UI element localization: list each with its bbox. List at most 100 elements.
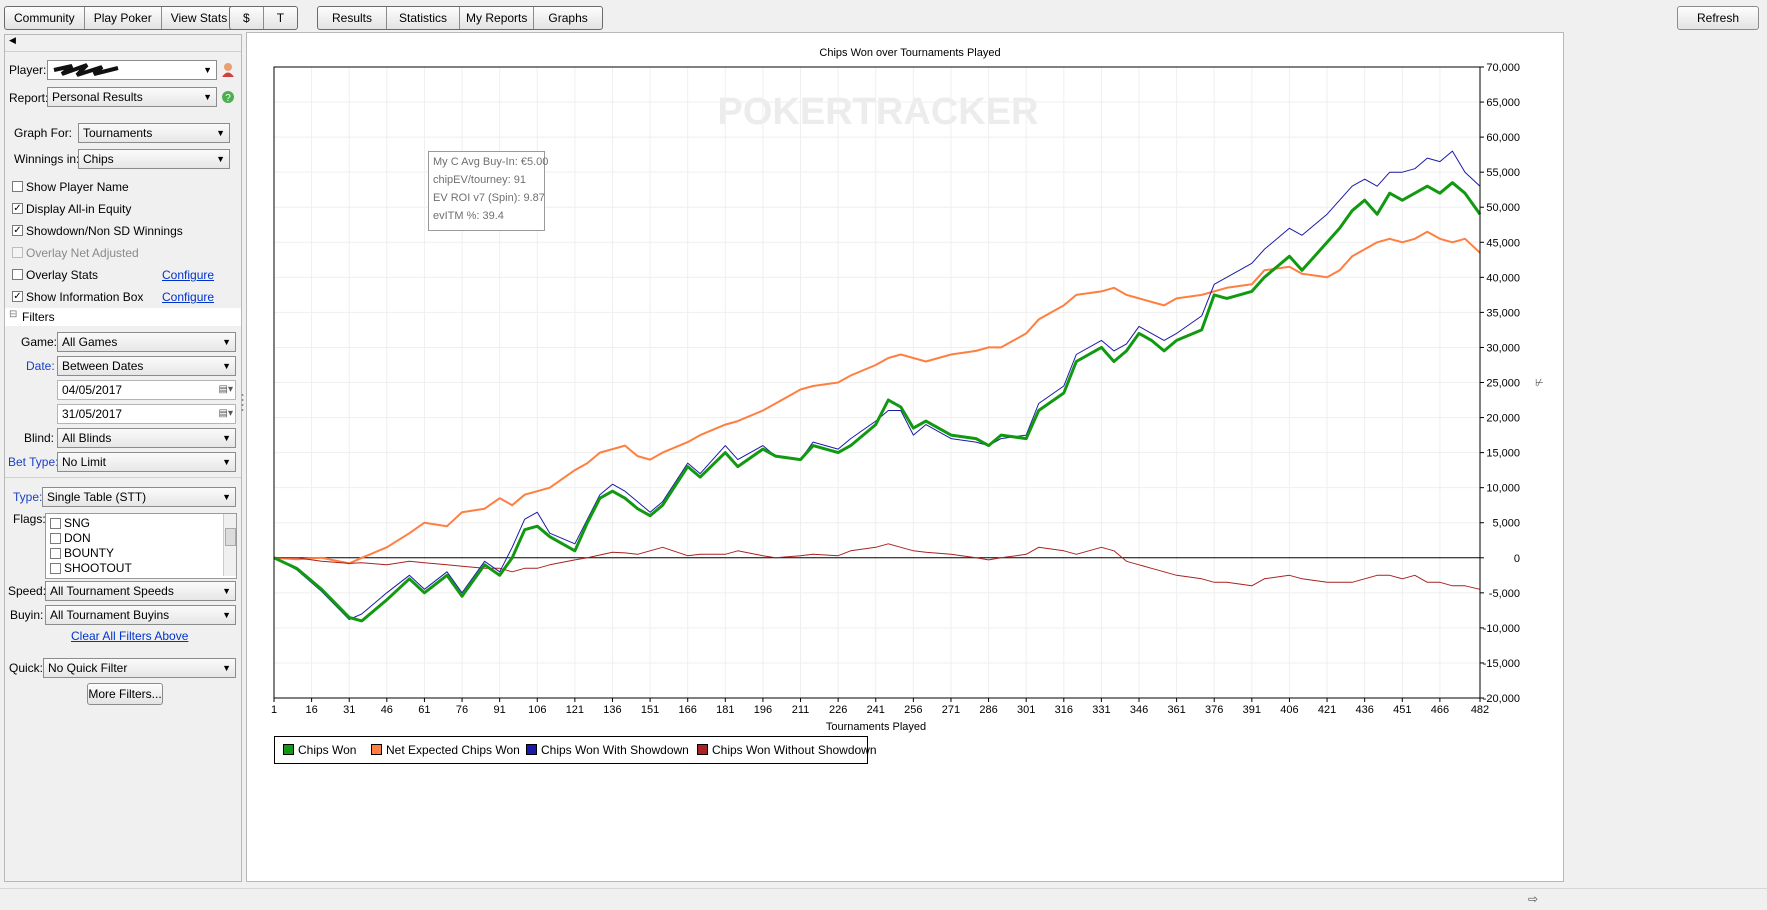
overlay-stats-checkbox[interactable] <box>12 269 23 280</box>
clear-filters-link[interactable]: Clear All Filters Above <box>71 629 189 643</box>
speed-select[interactable]: All Tournament Speeds ▼ <box>45 581 236 601</box>
collapse-minus-icon[interactable]: ⊟ <box>9 309 18 320</box>
cash-mode-button[interactable]: $ <box>230 7 264 29</box>
divider <box>5 51 241 52</box>
x-tick-label: 16 <box>305 704 317 716</box>
user-avatar-icon[interactable] <box>221 62 235 78</box>
info-avg-buyin: My C Avg Buy-In: €5.00 <box>433 156 549 168</box>
view-stats-button[interactable]: View Stats <box>170 11 228 25</box>
redacted-scribble-icon <box>53 63 119 77</box>
flags-scrollbar[interactable] <box>223 514 236 576</box>
blind-value: All Blinds <box>62 431 112 445</box>
flag-bounty-checkbox[interactable] <box>50 548 61 559</box>
graph-for-label: Graph For: <box>14 126 73 140</box>
calendar-icon[interactable]: ▤▾ <box>218 408 233 419</box>
y-tick-label: -10,000 <box>1483 623 1520 635</box>
splitter-handle[interactable] <box>241 392 244 416</box>
quick-filter-select[interactable]: No Quick Filter ▼ <box>43 658 236 678</box>
series-chips-won-with-showdown <box>273 150 1481 620</box>
buyin-select[interactable]: All Tournament Buyins ▼ <box>45 605 236 625</box>
community-button[interactable]: Community <box>5 7 85 29</box>
pokertracker-watermark: POKERTRACKER <box>718 91 1039 133</box>
legend-swatch <box>283 744 294 755</box>
x-tick-label: 316 <box>1055 704 1073 716</box>
overlay-net-adjusted-label: Overlay Net Adjusted <box>26 246 139 260</box>
tab-graphs[interactable]: Graphs <box>548 11 588 25</box>
show-information-box-label: Show Information Box <box>26 290 144 304</box>
y-tick-label: 20,000 <box>1486 413 1520 425</box>
filters-header[interactable]: ⊟ Filters <box>5 308 241 326</box>
chevron-down-icon: ▼ <box>222 337 231 347</box>
refresh-button[interactable]: Refresh <box>1677 6 1759 30</box>
chevron-down-icon: ▼ <box>216 154 225 164</box>
chevron-down-icon: ▼ <box>222 433 231 443</box>
legend-chips-won[interactable]: Chips Won <box>283 743 356 757</box>
date-from-input[interactable]: 04/05/2017 ▤▾ <box>57 380 236 400</box>
player-select[interactable]: ▼ <box>47 60 217 80</box>
export-icon[interactable]: ⇨ <box>1528 892 1539 906</box>
showdown-winnings-checkbox[interactable]: ✓ <box>12 225 23 236</box>
legend-with-showdown-label: Chips Won With Showdown <box>541 743 689 757</box>
x-tick-label: 346 <box>1130 704 1148 716</box>
x-tick-label: 376 <box>1205 704 1223 716</box>
scrollbar-thumb[interactable] <box>225 528 236 546</box>
help-icon[interactable]: ? <box>221 90 235 104</box>
y-tick-label: 45,000 <box>1486 237 1520 249</box>
y-tick-label: 35,000 <box>1486 307 1520 319</box>
flag-don-checkbox[interactable] <box>50 533 61 544</box>
chevron-down-icon: ▼ <box>216 128 225 138</box>
y-tick-label: -15,000 <box>1483 658 1520 670</box>
flag-shootout-checkbox[interactable] <box>50 563 61 574</box>
graph-for-select[interactable]: Tournaments ▼ <box>78 123 230 143</box>
configure-info-box-link[interactable]: Configure <box>162 290 215 304</box>
graph-for-value: Tournaments <box>83 126 153 140</box>
winnings-label: Winnings in: <box>14 152 80 166</box>
x-tick-label: 61 <box>418 704 430 716</box>
tab-results[interactable]: Results <box>318 7 388 29</box>
bet-type-select[interactable]: No Limit ▼ <box>57 452 236 472</box>
legend-net-expected[interactable]: Net Expected Chips Won <box>371 743 520 757</box>
calendar-icon[interactable]: ▤▾ <box>218 384 233 395</box>
date-range-select[interactable]: Between Dates ▼ <box>57 356 236 376</box>
legend-swatch <box>526 744 537 755</box>
x-tick-label: 136 <box>603 704 621 716</box>
x-tick-label: 166 <box>679 704 697 716</box>
more-filters-button[interactable]: More Filters... <box>87 683 163 705</box>
report-select[interactable]: Personal Results ▼ <box>47 87 217 107</box>
x-tick-label: 482 <box>1471 704 1489 716</box>
report-select-value: Personal Results <box>52 90 143 104</box>
legend-without-showdown[interactable]: Chips Won Without Showdown <box>697 743 877 757</box>
buyin-value: All Tournament Buyins <box>50 608 170 622</box>
type-value: Single Table (STT) <box>47 490 147 504</box>
collapse-arrow-icon[interactable]: ◀ <box>9 35 16 45</box>
x-tick-label: 31 <box>343 704 355 716</box>
y-tick-label: 15,000 <box>1486 448 1520 460</box>
flags-label: Flags: <box>13 512 46 526</box>
x-tick-label: 451 <box>1393 704 1411 716</box>
flag-don-label: DON <box>64 531 91 545</box>
blind-select[interactable]: All Blinds ▼ <box>57 428 236 448</box>
y-tick-label: 0 <box>1514 553 1520 565</box>
game-select[interactable]: All Games ▼ <box>57 332 236 352</box>
flag-sng-checkbox[interactable] <box>50 518 61 529</box>
x-tick-label: 301 <box>1017 704 1035 716</box>
flags-list[interactable]: SNG DON BOUNTY SHOOTOUT <box>45 513 237 579</box>
x-tick-label: 91 <box>494 704 506 716</box>
type-select[interactable]: Single Table (STT) ▼ <box>42 487 236 507</box>
x-tick-label: 196 <box>754 704 772 716</box>
tab-my-reports[interactable]: My Reports <box>460 7 535 29</box>
show-player-name-checkbox[interactable] <box>12 181 23 192</box>
info-chipev: chipEV/tourney: 91 <box>433 174 526 186</box>
configure-overlay-link[interactable]: Configure <box>162 268 215 282</box>
play-poker-button[interactable]: Play Poker <box>85 7 162 29</box>
winnings-select[interactable]: Chips ▼ <box>78 149 230 169</box>
pin-icon[interactable]: ⊬ <box>1535 378 1544 389</box>
tab-statistics[interactable]: Statistics <box>387 7 461 29</box>
tournament-mode-button[interactable]: T <box>276 11 285 25</box>
date-to-input[interactable]: 31/05/2017 ▤▾ <box>57 404 236 424</box>
legend-with-showdown[interactable]: Chips Won With Showdown <box>526 743 689 757</box>
y-tick-label: 60,000 <box>1486 132 1520 144</box>
y-tick-label: 70,000 <box>1486 62 1520 74</box>
show-information-box-checkbox[interactable]: ✓ <box>12 291 23 302</box>
display-all-in-equity-checkbox[interactable]: ✓ <box>12 203 23 214</box>
